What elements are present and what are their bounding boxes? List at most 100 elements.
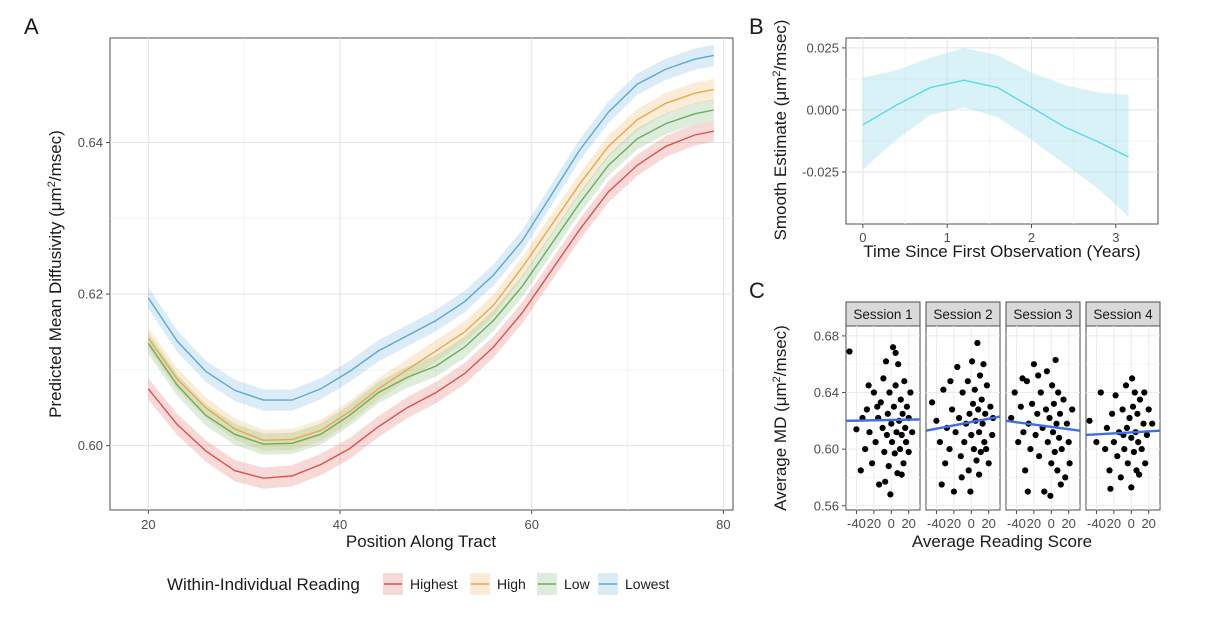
data-point (975, 406, 982, 413)
x-tick-label: 40 (333, 517, 347, 532)
legend-label: High (497, 576, 526, 592)
panel-a-y-ticks: 0.60 0.62 0.64 (78, 135, 110, 453)
data-point (846, 348, 853, 355)
data-point (893, 429, 900, 436)
data-point (1136, 396, 1144, 403)
data-point (1022, 467, 1029, 474)
data-point (884, 410, 891, 417)
data-point (1049, 382, 1056, 389)
data-point (901, 378, 908, 385)
regression-line (1005, 419, 1081, 432)
data-point (1050, 400, 1057, 407)
data-point (862, 446, 869, 453)
data-point (1024, 488, 1031, 495)
data-point (1128, 484, 1135, 491)
data-point (976, 471, 983, 478)
data-point (892, 349, 899, 356)
facet-strip (1085, 301, 1161, 327)
data-point (965, 467, 972, 474)
data-point (949, 406, 956, 413)
data-point (973, 457, 980, 464)
x-tick-label: 20 (1061, 516, 1075, 531)
data-point (1035, 372, 1042, 379)
data-point (946, 446, 953, 453)
regression-line (1085, 429, 1161, 437)
ribbon-lowest (148, 44, 714, 411)
panel-a-grid (110, 38, 733, 510)
data-point (942, 460, 949, 467)
data-point (902, 424, 909, 431)
data-point (1015, 439, 1022, 446)
data-point (1143, 431, 1150, 439)
data-point (969, 358, 976, 365)
data-point (1129, 403, 1137, 410)
panel-c-x-axis-label: Average Reading Score (912, 532, 1092, 551)
legend-item-high: High (470, 573, 526, 595)
data-point (882, 358, 890, 365)
data-point (896, 446, 904, 453)
x-tick-label: 0 (859, 230, 866, 245)
data-point (1055, 389, 1062, 396)
data-point (987, 403, 994, 410)
y-tick-label: 0.025 (806, 40, 839, 55)
facet-strip-label: Session 1 (853, 307, 912, 322)
data-point (1032, 431, 1039, 439)
data-point (1097, 389, 1104, 396)
data-point (966, 410, 973, 417)
x-tick-label: 80 (716, 517, 730, 532)
data-point (898, 471, 905, 478)
panel-a-x-axis-label: Position Along Tract (346, 532, 497, 551)
x-tick-label: 20 (981, 516, 995, 531)
data-point (877, 399, 884, 406)
data-point (870, 389, 878, 396)
panel-b-line (862, 79, 1129, 158)
y-tick-label: 0.60 (78, 438, 103, 453)
y-tick-label: 0.62 (78, 287, 103, 302)
data-point (964, 378, 971, 385)
data-point (971, 386, 978, 393)
facet-strip (925, 301, 1001, 327)
series-line-highest (147, 130, 714, 479)
data-point (863, 406, 871, 413)
regression-line (925, 415, 1001, 432)
data-point (889, 439, 896, 446)
data-point (1134, 410, 1141, 417)
y-tick-label: 0.000 (806, 102, 839, 117)
panel-b-chart: 0 1 2 3 -0.025 0.000 0.025 Time Since First O… (771, 20, 1159, 261)
x-tick-label: 3 (1112, 230, 1119, 245)
data-point (1119, 406, 1126, 413)
data-point (1140, 420, 1147, 427)
data-point (1030, 361, 1037, 368)
facet-session-3: Session 3-40 20 0 20 (1005, 301, 1081, 531)
data-point (968, 431, 975, 439)
x-tick-label: 1 (944, 230, 951, 245)
data-point (1135, 439, 1142, 446)
data-point (874, 403, 881, 410)
series-line-low (147, 109, 714, 445)
data-point (1062, 474, 1069, 481)
panel-b-grid (846, 38, 1158, 224)
x-tick-label: -40 (1087, 516, 1106, 531)
data-point (952, 429, 959, 436)
legend-item-low: Low (537, 573, 591, 595)
data-point (1052, 356, 1059, 364)
y-tick-label: 0.56 (814, 498, 839, 513)
data-point (1065, 439, 1072, 446)
data-point (1017, 403, 1024, 410)
data-point (1057, 481, 1064, 488)
legend-label: Lowest (625, 576, 669, 592)
y-tick-label: 0.60 (814, 442, 839, 457)
facet-strip (1005, 301, 1081, 327)
data-point (970, 446, 978, 453)
data-point (989, 431, 996, 439)
legend-item-lowest: Lowest (598, 573, 669, 595)
data-point (979, 420, 986, 427)
data-point (1117, 474, 1124, 481)
series-line-lowest (147, 54, 714, 401)
x-tick-label: 20 (1141, 516, 1155, 531)
data-point (887, 491, 894, 498)
data-point (1130, 448, 1137, 456)
data-point (1149, 420, 1156, 427)
